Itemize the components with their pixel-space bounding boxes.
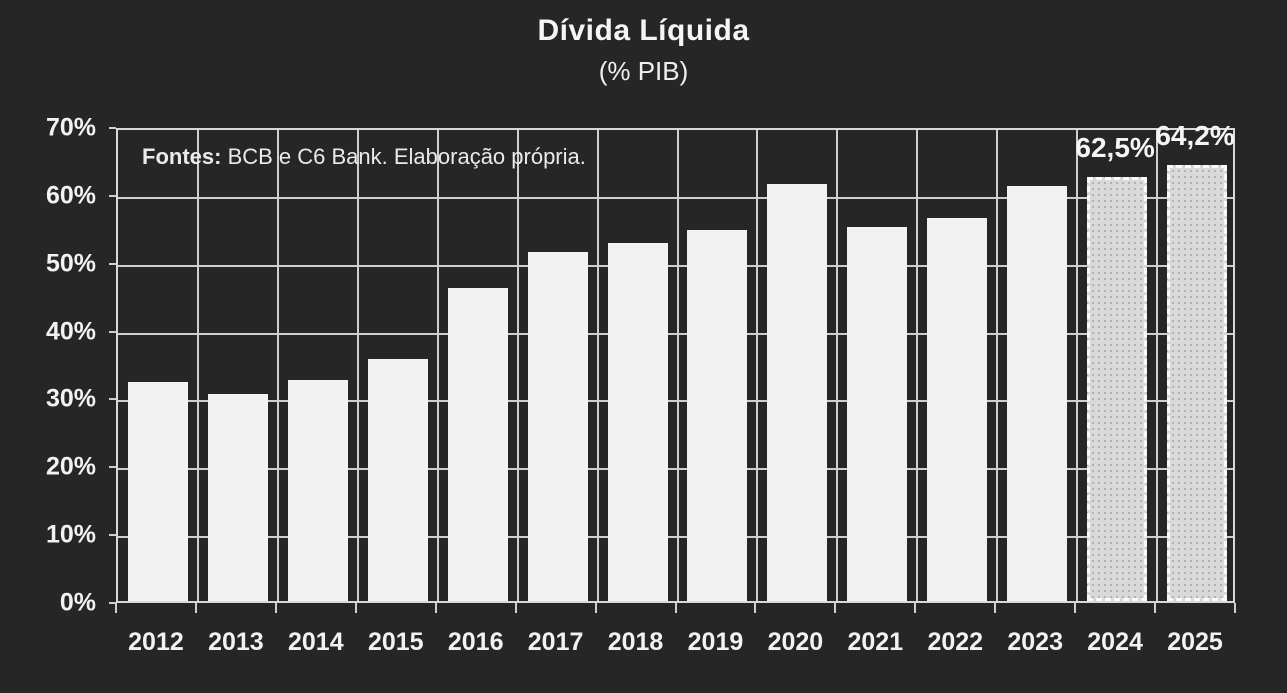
gridline-v	[996, 130, 999, 601]
bar-2017	[527, 252, 588, 601]
x-axis-label-2017: 2017	[527, 628, 584, 656]
y-tick-mark	[109, 398, 116, 401]
y-tick-mark	[109, 127, 116, 129]
data-label-2025: 64,2%	[1155, 120, 1235, 152]
bar-2023	[1007, 186, 1068, 601]
gridline-h-10pct	[118, 536, 1233, 539]
bar-2014	[287, 380, 348, 601]
gridline-h-50pct	[118, 264, 1233, 267]
gridline-h-60pct	[118, 196, 1233, 199]
gridline-v	[596, 130, 599, 601]
x-axis-label-2025: 2025	[1167, 628, 1223, 656]
gridline-v	[356, 130, 359, 601]
chart-subtitle: (% PIB)	[598, 56, 689, 86]
bar-2013	[207, 394, 268, 601]
x-axis-label-2024: 2024	[1087, 628, 1143, 656]
x-tick-mark	[594, 603, 597, 613]
gridline-v	[436, 130, 439, 601]
x-axis-label-2018: 2018	[607, 628, 664, 656]
y-axis-label-60pct: 60%	[45, 181, 96, 210]
x-axis-label-2015: 2015	[367, 628, 424, 656]
x-axis-label-2022: 2022	[927, 628, 984, 656]
y-tick-mark	[109, 262, 116, 265]
x-axis-label-2014: 2014	[288, 628, 344, 656]
source-note: Fontes: BCB e C6 Bank. Elaboração própri…	[142, 144, 586, 170]
x-axis-label-2023: 2023	[1007, 628, 1063, 656]
bar-2019	[687, 230, 748, 601]
x-tick-mark	[354, 603, 357, 613]
x-tick-mark	[434, 603, 437, 613]
x-axis-label-2019: 2019	[687, 628, 744, 656]
y-axis-label-50pct: 50%	[45, 249, 96, 278]
y-axis-label-10pct: 10%	[45, 520, 96, 549]
x-axis-label-2021: 2021	[847, 628, 904, 656]
bar-2016	[447, 288, 508, 601]
x-tick-mark	[274, 603, 277, 613]
x-tick-mark	[1234, 603, 1236, 613]
y-tick-mark	[109, 602, 116, 604]
x-tick-mark	[194, 603, 197, 613]
x-tick-mark	[994, 603, 997, 613]
y-tick-mark	[109, 534, 116, 537]
y-tick-mark	[109, 194, 116, 197]
y-axis-label-30pct: 30%	[45, 384, 96, 413]
bar-2012	[127, 382, 188, 601]
chart-title: Dívida Líquida	[537, 14, 750, 47]
x-tick-mark	[1074, 603, 1077, 613]
y-axis-label-40pct: 40%	[45, 317, 96, 346]
x-tick-mark	[1154, 603, 1157, 613]
x-tick-mark	[914, 603, 917, 613]
x-tick-mark	[674, 603, 677, 613]
x-tick-mark	[754, 603, 757, 613]
gridline-v	[516, 130, 519, 601]
gridline-h-40pct	[118, 332, 1233, 335]
gridline-h-20pct	[118, 468, 1233, 471]
x-axis-label-2020: 2020	[767, 628, 824, 656]
gridline-h-30pct	[118, 400, 1233, 403]
y-axis-label-20pct: 20%	[45, 452, 96, 481]
x-tick-mark	[115, 603, 117, 613]
bar-2024-forecast	[1087, 177, 1148, 601]
plot-area: Fontes: BCB e C6 Bank. Elaboração própri…	[116, 128, 1235, 603]
source-note-label: Fontes:	[142, 144, 222, 169]
source-note-text: BCB e C6 Bank. Elaboração própria.	[221, 144, 586, 169]
gridline-v	[1156, 130, 1159, 601]
x-axis-label-2012: 2012	[128, 628, 184, 656]
x-tick-mark	[834, 603, 837, 613]
y-tick-mark	[109, 466, 116, 469]
gridline-v	[1076, 130, 1079, 601]
bar-2021	[847, 227, 908, 601]
x-axis-label-2013: 2013	[208, 628, 264, 656]
bar-2015	[367, 359, 428, 601]
bar-2020	[767, 184, 828, 601]
x-tick-mark	[514, 603, 517, 613]
gridline-v	[836, 130, 839, 601]
y-axis-label-70pct: 70%	[45, 113, 96, 142]
x-axis-label-2016: 2016	[447, 628, 504, 656]
y-axis-label-0pct: 0%	[59, 588, 96, 617]
y-tick-mark	[109, 330, 116, 333]
data-label-2024: 62,5%	[1075, 131, 1155, 163]
gridline-v	[276, 130, 279, 601]
bar-2025-forecast	[1167, 165, 1228, 601]
bar-2018	[607, 243, 668, 601]
bar-2022	[927, 218, 988, 601]
gridline-v	[676, 130, 679, 601]
y-axis-labels: 70% 60% 50% 40% 30% 20% 10% 0%	[0, 0, 96, 693]
gridline-v	[916, 130, 919, 601]
gridline-v	[196, 130, 199, 601]
gridline-v	[756, 130, 759, 601]
